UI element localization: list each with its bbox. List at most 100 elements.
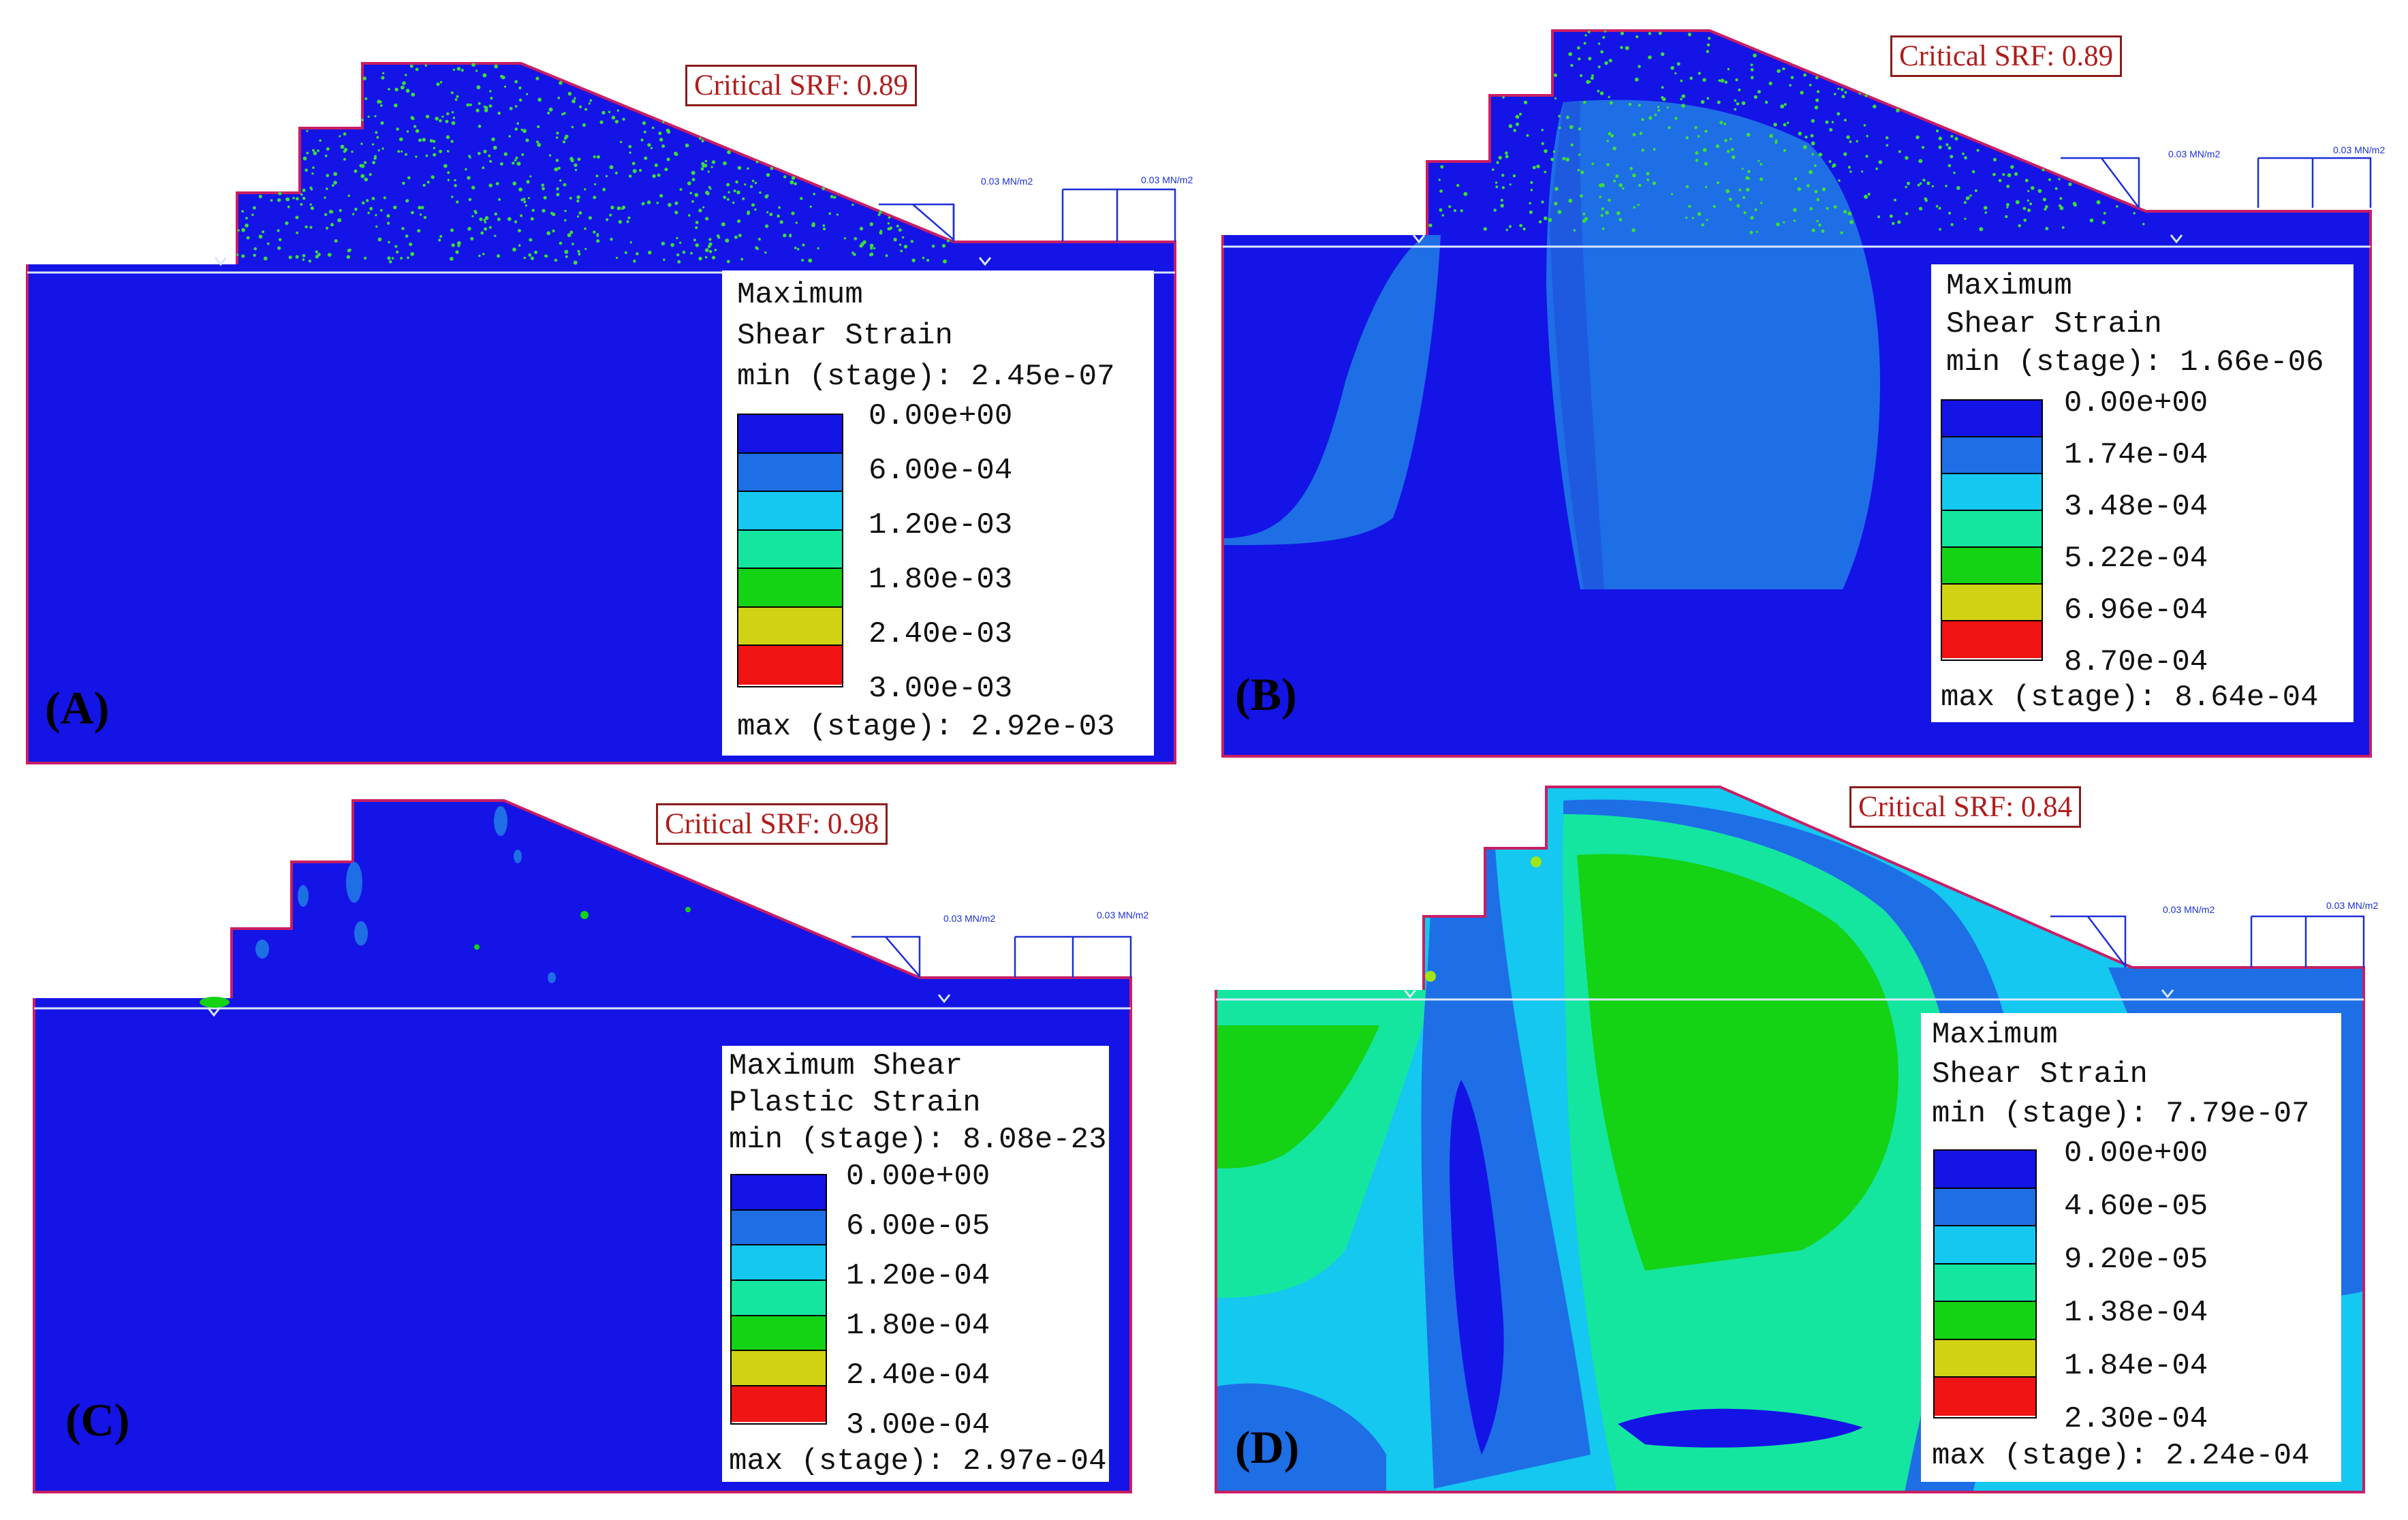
yield-point: [593, 230, 596, 234]
yield-point: [794, 247, 797, 249]
yield-point: [1685, 185, 1689, 189]
yield-point: [1831, 121, 1834, 123]
yield-point: [661, 144, 666, 148]
yield-point: [1695, 151, 1699, 155]
yield-point: [922, 256, 925, 260]
yield-point: [1681, 94, 1686, 98]
yield-point: [1809, 84, 1812, 87]
yield-point: [770, 166, 774, 170]
yield-point: [616, 206, 621, 211]
yield-point: [484, 108, 488, 112]
yield-point: [562, 140, 566, 144]
yield-point: [833, 196, 836, 199]
yield-point: [1631, 228, 1636, 232]
yield-point: [727, 198, 730, 201]
yield-point: [418, 138, 422, 142]
yield-point: [531, 208, 535, 212]
legend-colorbar-a: [737, 414, 843, 687]
yield-point: [723, 196, 727, 199]
yield-point: [396, 127, 399, 131]
yield-point: [1648, 55, 1652, 59]
yield-point: [1625, 46, 1629, 50]
yield-point: [452, 68, 456, 72]
yield-point: [1921, 146, 1925, 149]
yield-point: [2002, 173, 2005, 176]
yield-point: [654, 163, 658, 168]
yield-point: [1570, 63, 1574, 67]
yield-point: [1619, 218, 1623, 221]
yield-point: [296, 197, 299, 201]
yield-point: [435, 117, 439, 121]
yield-point: [1828, 160, 1832, 164]
yield-point: [391, 257, 394, 260]
strain-zone-d-bottom-left: [1216, 1383, 1386, 1492]
yield-point: [497, 217, 501, 221]
slope-boundary-b: [1221, 29, 2372, 758]
yield-point: [1685, 216, 1688, 219]
yield-point: [1826, 207, 1829, 210]
yield-point: [1622, 187, 1625, 190]
yield-point: [498, 198, 501, 201]
yield-point: [1916, 135, 1920, 140]
yield-point: [584, 227, 587, 230]
strain-hotspot-d2: [1425, 971, 1436, 982]
yield-point: [902, 236, 905, 239]
yield-point: [830, 195, 834, 199]
yield-point: [1873, 104, 1877, 109]
yield-point: [441, 115, 444, 118]
yield-point: [658, 131, 662, 136]
yield-point: [490, 97, 493, 100]
yield-point: [535, 76, 540, 80]
yield-point: [1783, 103, 1787, 106]
yield-point: [742, 197, 745, 200]
yield-point: [1746, 132, 1751, 137]
yield-point: [1688, 204, 1691, 208]
yield-point: [1962, 152, 1965, 155]
yield-point: [1544, 149, 1548, 153]
yield-point: [726, 183, 730, 187]
yield-point: [475, 108, 480, 112]
yield-point: [641, 202, 645, 206]
yield-point: [406, 130, 409, 133]
yield-point: [451, 243, 455, 247]
yield-point: [1935, 204, 1939, 208]
yield-point: [616, 109, 619, 112]
yield-point: [287, 205, 290, 208]
legend-value-b0: 0.00e+00: [2064, 386, 2208, 420]
yield-point: [1945, 143, 1949, 146]
yield-point: [749, 185, 753, 189]
yield-point: [393, 205, 397, 210]
yield-point: [1956, 186, 1960, 190]
yield-point: [1501, 186, 1505, 189]
yield-point: [1938, 145, 1942, 149]
yield-point: [537, 142, 542, 147]
yield-point: [1768, 81, 1772, 86]
yield-point: [896, 224, 899, 228]
yield-point: [1867, 193, 1871, 196]
yield-point: [1945, 185, 1948, 187]
yield-point: [1889, 214, 1893, 218]
yield-point: [1967, 196, 1970, 200]
yield-point: [516, 122, 519, 125]
yield-point: [1843, 119, 1847, 122]
yield-point: [1438, 179, 1441, 181]
legend-value-d1: 4.60e-05: [2064, 1190, 2208, 1224]
yield-point: [315, 250, 318, 253]
yield-point: [315, 255, 319, 259]
load-label-d2: 0.03 MN/m2: [2326, 900, 2379, 911]
yield-point: [1483, 227, 1487, 231]
yield-point: [379, 104, 383, 107]
yield-point: [543, 196, 547, 200]
yield-point: [602, 187, 606, 191]
yield-point: [801, 258, 804, 262]
yield-point: [436, 82, 440, 87]
strain-zone-d-bottom: [1618, 1408, 1863, 1448]
strain-zone-d-column-core: [1450, 1080, 1504, 1455]
yield-point: [354, 169, 358, 173]
yield-point: [605, 174, 608, 178]
yield-point: [559, 81, 563, 85]
yield-point: [1515, 122, 1520, 126]
yield-point: [777, 214, 780, 218]
yield-point: [292, 196, 295, 200]
load-arrows-c: [851, 935, 1132, 978]
